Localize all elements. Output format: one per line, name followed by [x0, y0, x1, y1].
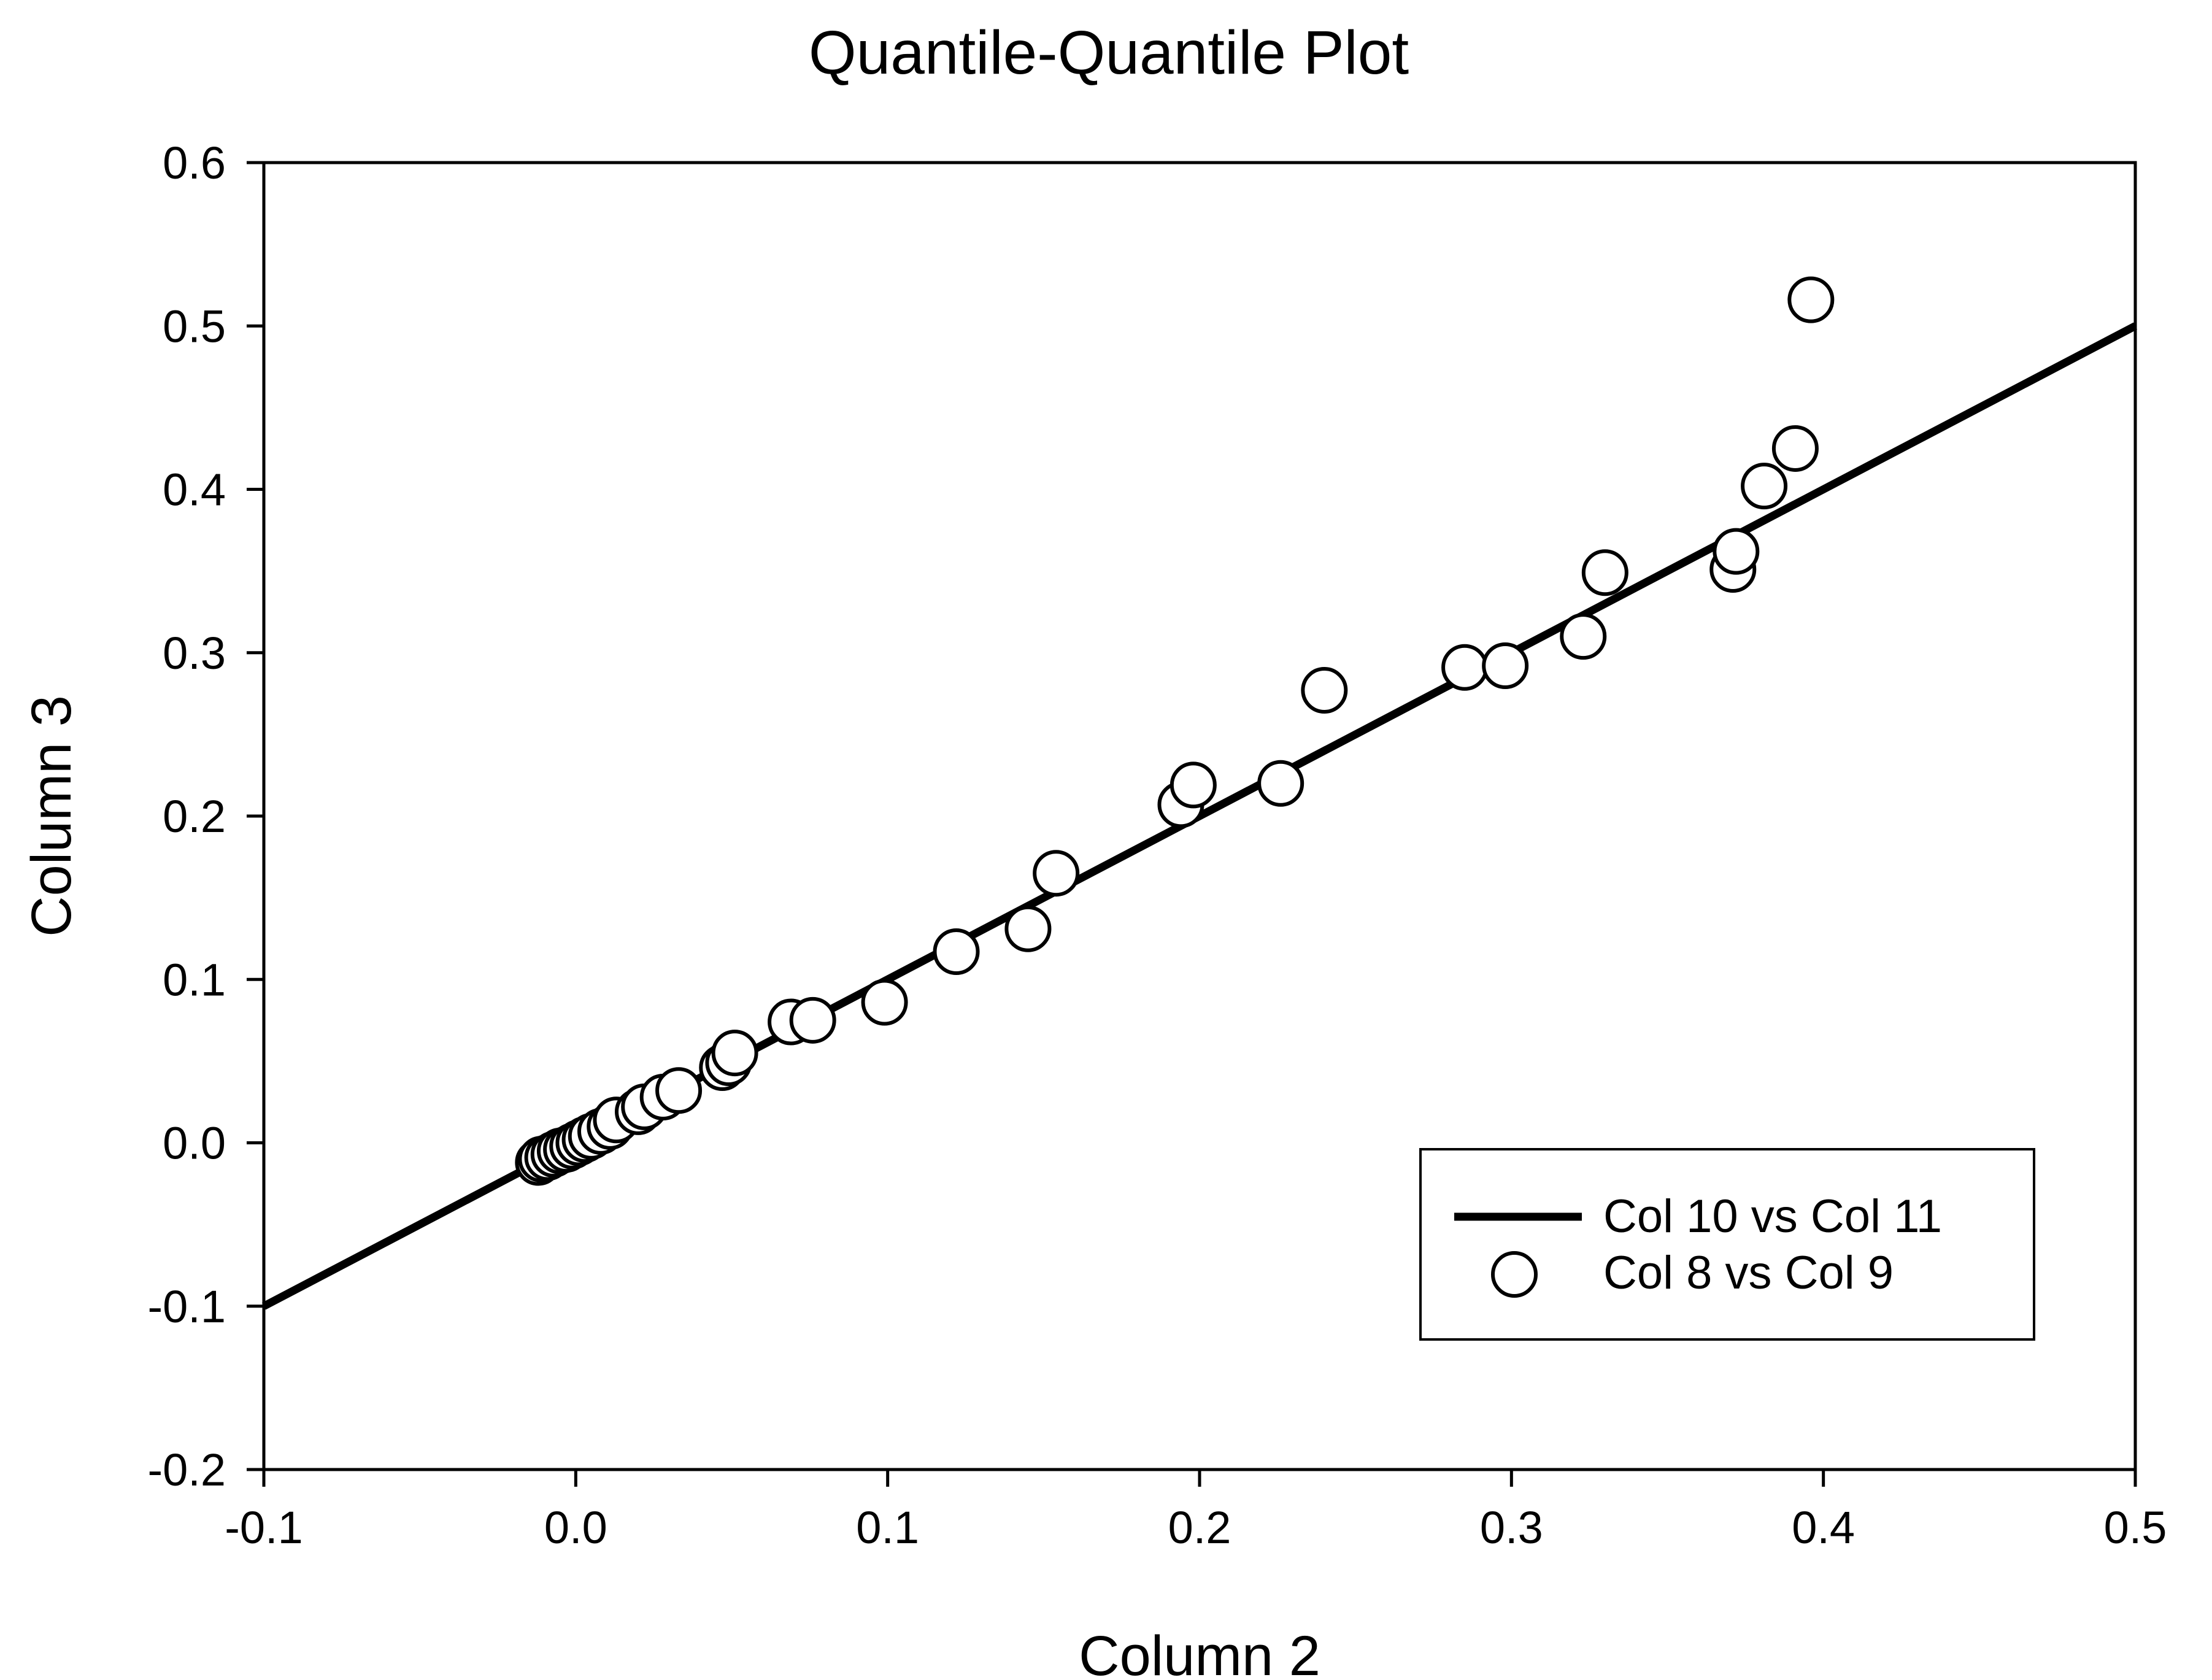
data-point — [1713, 528, 1760, 575]
data-point — [1581, 549, 1628, 596]
data-point — [711, 1030, 758, 1077]
x-axis-label: Column 2 — [1079, 1625, 1320, 1680]
x-tick-label: 0.0 — [544, 1502, 607, 1553]
y-tick-label: -0.2 — [147, 1444, 226, 1495]
legend-box — [1419, 1148, 2035, 1341]
data-point — [1004, 905, 1052, 952]
x-axis-ticks: -0.1 0.0 0.1 0.2 0.3 0.4 0.5 — [225, 1470, 2167, 1553]
data-point — [1771, 425, 1819, 472]
series-layer — [261, 276, 2138, 1310]
chart-title: Quantile-Quantile Plot — [809, 18, 1409, 87]
y-axis-ticks: -0.2 -0.1 0.0 0.1 0.2 0.3 0.4 0.5 0.6 — [147, 137, 264, 1495]
x-tick-label: 0.3 — [1480, 1502, 1543, 1553]
x-tick-label: 0.1 — [856, 1502, 919, 1553]
data-point — [1441, 644, 1489, 691]
y-tick-label: 0.6 — [163, 137, 226, 188]
x-tick-label: 0.4 — [1792, 1502, 1855, 1553]
legend: Col 10 vs Col 11 Col 8 vs Col 9 — [1419, 1148, 2035, 1341]
y-tick-label: 0.4 — [163, 464, 226, 515]
y-axis-label: Column 3 — [20, 695, 83, 937]
data-point — [1482, 642, 1529, 690]
data-point — [1301, 666, 1348, 714]
y-tick-label: -0.1 — [147, 1281, 226, 1332]
y-tick-label: 0.5 — [163, 301, 226, 352]
data-point — [1257, 760, 1304, 807]
data-point — [1170, 761, 1217, 809]
legend-label-scatter: Col 8 vs Col 9 — [1603, 1247, 1894, 1299]
x-tick-label: 0.5 — [2104, 1502, 2167, 1553]
y-tick-label: 0.3 — [163, 628, 226, 679]
data-point — [1741, 463, 1788, 510]
data-point — [789, 996, 836, 1044]
data-point — [861, 979, 908, 1026]
legend-circle-swatch — [1491, 1251, 1538, 1298]
y-tick-label: 0.0 — [163, 1118, 226, 1169]
data-point — [1787, 276, 1835, 323]
y-tick-label: 0.2 — [163, 791, 226, 842]
x-tick-label: 0.2 — [1168, 1502, 1231, 1553]
data-point — [655, 1067, 703, 1114]
x-tick-label: -0.1 — [225, 1502, 303, 1553]
data-point — [1560, 613, 1607, 660]
y-tick-label: 0.1 — [163, 954, 226, 1005]
data-point — [1033, 850, 1080, 897]
data-point — [933, 928, 980, 975]
legend-label-line: Col 10 vs Col 11 — [1603, 1190, 1942, 1243]
